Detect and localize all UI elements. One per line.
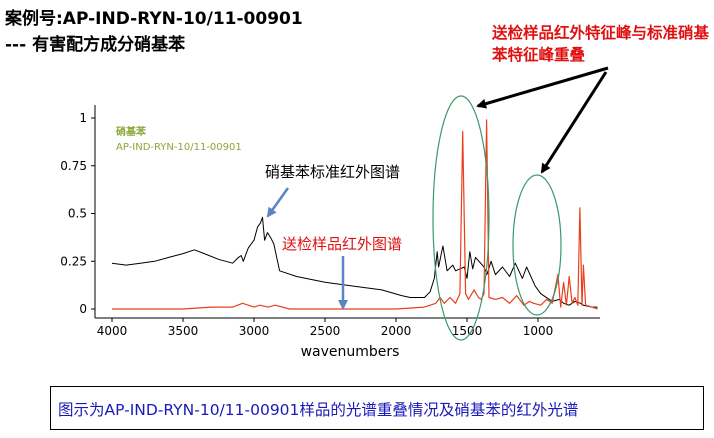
overlap-ellipse-left: [432, 95, 490, 341]
standard-pointer-arrow: [266, 187, 290, 218]
x-tick-label: 1000: [523, 324, 554, 338]
y-tick-label: 0.75: [60, 159, 87, 173]
ticks: 0 0.25 0.5 0.75 1 4000 3500 3000 2500 2000 1500 100…: [60, 111, 553, 338]
x-tick-label: 4000: [97, 324, 128, 338]
case-number-title: 案例号:AP-IND-RYN-10/11-00901: [5, 9, 303, 29]
x-tick-label: 3000: [239, 324, 270, 338]
y-tick-label: 0.5: [68, 207, 87, 221]
axes: [94, 105, 600, 319]
overlap-arrow-left: [476, 66, 609, 109]
x-tick-label: 1500: [452, 324, 483, 338]
series-line-sample: [112, 119, 598, 310]
overlap-arrow-right: [540, 71, 608, 174]
series-lines: [111, 119, 598, 310]
y-tick-label: 1: [79, 111, 87, 125]
x-axis-label: wavenumbers: [301, 344, 400, 360]
overlap-note: 送检样品红外特征峰与标准硝基苯特征峰重叠: [492, 24, 710, 64]
legend-entry-standard: 硝基苯: [116, 125, 147, 138]
figure-caption: 图示为AP-IND-RYN-10/11-00901样品的光谱重叠情况及硝基苯的红…: [58, 401, 579, 419]
y-tick-label: 0: [79, 302, 87, 316]
caption-box: [50, 386, 704, 430]
series-line-standard: [111, 216, 598, 308]
legend-entry-sample: AP-IND-RYN-10/11-00901: [116, 142, 242, 153]
standard-spectrum-label: 硝基苯标准红外图谱: [265, 163, 400, 181]
x-tick-label: 3500: [168, 324, 199, 338]
x-tick-label: 2000: [381, 324, 412, 338]
overlap-ellipse-right: [512, 174, 562, 316]
sample-spectrum-label: 送检样品红外图谱: [282, 235, 402, 253]
x-tick-label: 2500: [310, 324, 341, 338]
y-tick-label: 0.25: [60, 254, 87, 268]
subtitle: --- 有害配方成分硝基苯: [5, 35, 186, 55]
